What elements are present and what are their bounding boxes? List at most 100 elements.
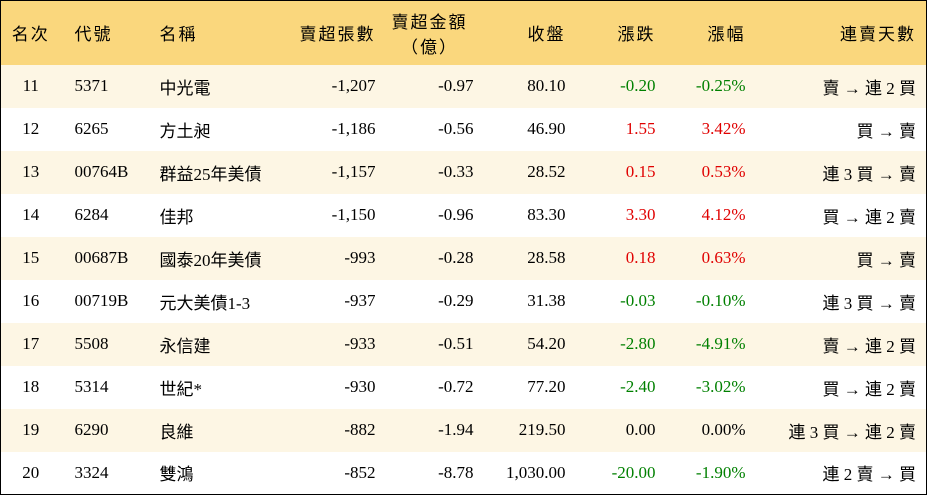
table-row: 15 00687B 國泰20年美債 -993 -0.28 28.58 0.18 0.63% 買 … (0, 236, 927, 280)
table-cell: 20 (22, 462, 40, 482)
table-row: 11 5371 中光電 -1,207 -0.97 80.10 -0.20 -0.25% 賣 → … (0, 64, 927, 108)
table-cell: 5314 (74, 377, 109, 396)
table-cell: -4.91% (695, 334, 746, 353)
table-cell: -930 (344, 377, 376, 396)
column-header: 漲幅 (707, 25, 746, 45)
table-cell: -0.97 (438, 76, 474, 95)
table-cell: 54.20 (527, 334, 566, 353)
column-header: 名次 (11, 25, 50, 45)
table-cell: -933 (344, 334, 376, 353)
header-line: 賣超金額 (391, 12, 468, 32)
table-cell: 13 (22, 162, 40, 181)
table-cell: 賣 → 連 2 買 (822, 78, 917, 98)
table-cell: 28.52 (527, 162, 566, 181)
table-cell: 11 (22, 76, 39, 95)
table-cell: -3.02% (695, 377, 746, 396)
table-cell: -993 (344, 248, 376, 267)
column-header: 賣超金額 （億） (386, 1, 484, 65)
table-cell: -2.80 (620, 334, 656, 353)
table-row: 18 5314 世紀* -930 -0.72 77.20 -2.40 -3.02% 買 → 連 … (0, 365, 927, 409)
table-cell: -1,207 (331, 76, 376, 95)
table-cell: -0.20 (620, 76, 656, 95)
table-cell: 77.20 (527, 377, 566, 396)
table-cell: 18 (22, 377, 40, 396)
table-cell: 28.58 (527, 248, 566, 267)
table-cell: 12 (22, 119, 40, 138)
table-cell: 4.12% (701, 205, 746, 224)
table-cell: 中光電 (159, 78, 211, 98)
table-cell: -0.10% (695, 291, 746, 310)
table-body: 11 5371 中光電 -1,207 -0.97 80.10 -0.20 -0.25% 賣 → … (0, 64, 927, 495)
table-cell: -0.72 (438, 377, 474, 396)
table-cell: 3324 (74, 462, 109, 482)
table-cell: 買 → 連 2 賣 (822, 379, 917, 399)
table-cell: -1.94 (438, 420, 474, 439)
table-cell: 5508 (74, 334, 109, 353)
table-cell: 良維 (159, 422, 194, 442)
table-cell: 買 → 賣 (856, 121, 917, 141)
column-header: 收盤 (527, 25, 566, 45)
table-cell: 5371 (74, 76, 109, 95)
table-cell: 連 3 買 → 賣 (822, 164, 917, 184)
table-cell: 15 (22, 248, 40, 267)
table-cell: -0.03 (620, 291, 656, 310)
table-cell: 元大美債1-3 (159, 293, 251, 313)
table-cell: 3.42% (701, 119, 746, 138)
table-cell: 賣 → 連 2 買 (822, 336, 917, 356)
table-cell: 3.30 (625, 205, 656, 224)
table-cell: -0.56 (438, 119, 474, 138)
table-cell: -0.33 (438, 162, 474, 181)
table-cell: 0.53% (701, 162, 746, 181)
table-cell: 6265 (74, 119, 109, 138)
table-cell: 83.30 (527, 205, 566, 224)
table-cell: -0.28 (438, 248, 474, 267)
table-cell: -0.29 (438, 291, 474, 310)
table-cell: 46.90 (527, 119, 566, 138)
table-cell: -2.40 (620, 377, 656, 396)
table-cell: 219.50 (518, 420, 566, 439)
table-cell: 佳邦 (159, 207, 194, 227)
table-cell: -882 (344, 420, 376, 439)
table-cell: 80.10 (527, 76, 566, 95)
table-cell: -937 (344, 291, 376, 310)
table-cell: -1,186 (331, 119, 376, 138)
header-line: （億） (401, 37, 458, 57)
table-cell: 31.38 (527, 291, 566, 310)
table-cell: 方土昶 (159, 121, 211, 141)
table-row: 13 00764B 群益25年美債 -1,157 -0.33 28.52 0.15 0.53%… (0, 150, 927, 194)
table-cell: 0.00 (625, 420, 656, 439)
table-cell: -1,157 (331, 162, 376, 181)
table-row: 14 6284 佳邦 -1,150 -0.96 83.30 3.30 4.12% 買 → 連 2… (0, 193, 927, 237)
column-header: 漲跌 (617, 25, 656, 45)
table-cell: -852 (344, 462, 376, 482)
table-cell: 國泰20年美債 (159, 250, 262, 270)
table-cell: 0.00% (701, 420, 746, 439)
table-cell: 0.63% (701, 248, 746, 267)
column-header: 連賣天數 (840, 25, 916, 45)
table-cell: -1,150 (331, 205, 376, 224)
table-cell: 6290 (74, 420, 109, 439)
table-cell: -8.78 (438, 462, 474, 482)
table-cell: -1.90% (695, 462, 746, 482)
column-header: 代號 (74, 25, 113, 45)
table-cell: 14 (22, 205, 40, 224)
table-cell: 0.18 (625, 248, 656, 267)
table-cell: 0.15 (625, 162, 656, 181)
table-cell: 00687B (74, 248, 129, 267)
table-cell: 1.55 (625, 119, 656, 138)
table-cell: -0.25% (695, 76, 746, 95)
table-row: 12 6265 方土昶 -1,186 -0.56 46.90 1.55 3.42% 買 → 賣 (0, 107, 927, 151)
column-header: 名稱 (159, 25, 198, 45)
table-cell: 連 3 買 → 連 2 賣 (788, 422, 917, 442)
table-cell: 00719B (74, 291, 129, 310)
table-cell: 群益25年美債 (159, 164, 262, 184)
table-cell: 世紀* (159, 379, 203, 399)
header-row: 名次 代號 名稱 賣超張數 賣超金額 （億） 收盤 漲跌 漲幅 連賣天數 (0, 0, 927, 65)
table-cell: -0.51 (438, 334, 474, 353)
table-row: 16 00719B 元大美債1-3 -937 -0.29 31.38 -0.03 -0.10%… (0, 279, 927, 323)
column-header: 賣超張數 (299, 25, 376, 45)
table-cell: -0.96 (438, 205, 474, 224)
table-row: 20 3324 雙鴻 -852 -8.78 1,030.00 -20.00 -1.90% 連 2… (0, 451, 927, 495)
table-cell: 6284 (74, 205, 109, 224)
